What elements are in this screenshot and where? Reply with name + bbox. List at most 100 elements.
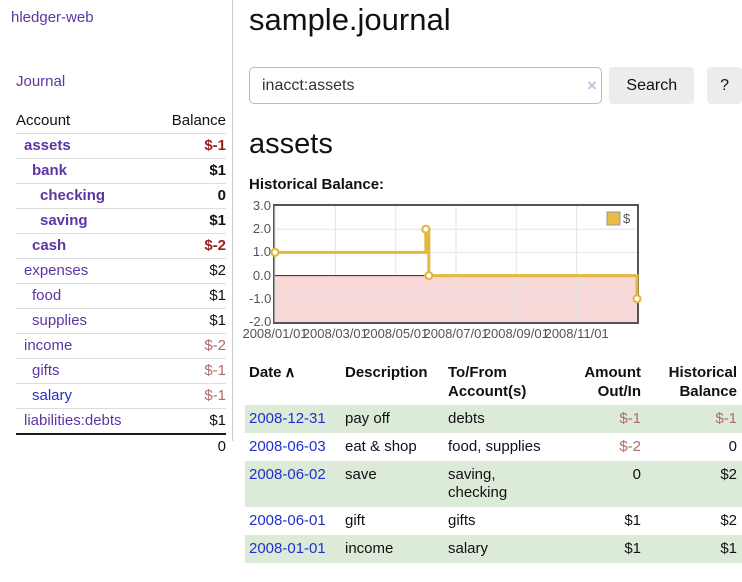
txn-accounts: food, supplies (448, 438, 541, 455)
account-link-bank[interactable]: bank (32, 162, 68, 179)
account-row: supplies $1 (16, 308, 226, 334)
txn-amount: 0 (632, 466, 641, 483)
accounts-total: 0 (217, 438, 226, 455)
account-link-income[interactable]: income (24, 337, 73, 354)
sidebar-divider (232, 0, 233, 441)
account-link-cash[interactable]: cash (32, 237, 67, 254)
y-tick-label: -1.0 (249, 290, 272, 306)
txn-amount: $-1 (619, 410, 641, 427)
svg-text:$: $ (623, 211, 631, 226)
register-row: 2008-06-02 save saving, checking 0 $2 (245, 461, 742, 507)
account-balance: $-1 (204, 362, 226, 379)
account-link-salary[interactable]: salary (32, 387, 73, 404)
search-button[interactable]: Search (609, 67, 695, 104)
account-row: salary $-1 (16, 383, 226, 409)
x-tick-label: 2008/11/01 (544, 326, 609, 341)
col-header-date[interactable]: Date ∧ (249, 364, 296, 381)
txn-date-link[interactable]: 2008-12-31 (249, 410, 326, 427)
y-tick-label: 1.0 (252, 244, 271, 260)
account-link-saving[interactable]: saving (40, 212, 88, 229)
sidebar: hledger-web Journal Account Balance asse… (0, 0, 232, 459)
account-balance: $-2 (204, 237, 226, 254)
x-tick-label: 2008/03/01 (302, 326, 368, 341)
x-tick-label: 2008/09/01 (483, 326, 549, 341)
txn-balance: $1 (720, 540, 737, 557)
brand-link[interactable]: hledger-web (11, 9, 94, 26)
col-header-description: Description (345, 364, 428, 381)
accounts-table: Account Balance assets $-1 bank $1 checkin… (16, 109, 226, 459)
sort-asc-icon: ∧ (284, 364, 296, 381)
txn-accounts: gifts (448, 512, 476, 529)
y-tick-label: -2.0 (249, 314, 272, 329)
register-row: 2008-12-31 pay off debts $-1 $-1 (245, 405, 742, 433)
y-tick-label: 3.0 (252, 198, 271, 213)
txn-date-link[interactable]: 2008-06-03 (249, 438, 326, 455)
account-row: liabilities:debts $1 (16, 408, 226, 435)
account-row: assets $-1 (16, 133, 226, 159)
account-row: gifts $-1 (16, 358, 226, 384)
account-row: checking 0 (16, 183, 226, 209)
account-row: expenses $2 (16, 258, 226, 284)
clear-search-icon[interactable]: × (587, 76, 597, 95)
help-button[interactable]: ? (707, 67, 742, 104)
account-row: bank $1 (16, 158, 226, 184)
account-balance: $-1 (204, 137, 226, 154)
account-link-checking[interactable]: checking (40, 187, 106, 204)
txn-amount: $1 (624, 540, 641, 557)
txn-amount: $-2 (619, 438, 641, 455)
balance-chart: 3.0 2.0 1.0 0.0 -1.0 -2.0 $ 2008/01/01 2008/03… (242, 198, 742, 344)
txn-description: eat & shop (345, 438, 417, 455)
account-balance: $1 (209, 287, 226, 304)
main-content: sample.journal × Search ? assets Histori… (242, 0, 742, 563)
txn-accounts: salary (448, 540, 489, 557)
account-row: income $-2 (16, 333, 226, 359)
page-title: sample.journal (249, 2, 451, 37)
txn-date-link[interactable]: 2008-01-01 (249, 540, 326, 557)
accounts-col-header: Account (16, 112, 71, 129)
account-heading: assets (249, 128, 333, 160)
register-row: 2008-06-01 gift gifts $1 $2 (245, 507, 742, 535)
chart-title: Historical Balance: (249, 176, 385, 193)
account-link-expenses[interactable]: expenses (24, 262, 89, 279)
txn-date-link[interactable]: 2008-06-01 (249, 512, 326, 529)
account-link-gifts[interactable]: gifts (32, 362, 60, 379)
txn-description: income (345, 540, 394, 557)
search-input[interactable] (249, 67, 603, 104)
account-link-liabilities-debts[interactable]: liabilities:debts (24, 412, 122, 429)
account-balance: $-2 (204, 337, 226, 354)
txn-balance: $-1 (715, 410, 737, 427)
account-row: cash $-2 (16, 233, 226, 259)
search-form: × Search ? (249, 67, 742, 104)
account-balance: $1 (209, 312, 226, 329)
y-tick-label: 2.0 (252, 221, 271, 237)
col-header-amount: Amount Out/In (584, 364, 641, 400)
txn-amount: $1 (624, 512, 641, 529)
txn-description: gift (345, 512, 366, 529)
txn-description: pay off (345, 410, 390, 427)
txn-balance: 0 (728, 438, 737, 455)
account-link-food[interactable]: food (32, 287, 62, 304)
sidebar-item-journal[interactable]: Journal (16, 73, 66, 90)
register-row: 2008-06-03 eat & shop food, supplies $-2… (245, 433, 742, 461)
txn-accounts: debts (448, 410, 485, 427)
account-balance: $2 (209, 262, 226, 279)
account-balance: $1 (209, 212, 226, 229)
chart-plot[interactable]: $ (270, 204, 642, 324)
txn-description: save (345, 466, 377, 483)
account-link-assets[interactable]: assets (24, 137, 71, 154)
y-tick-label: 0.0 (252, 267, 271, 283)
col-header-balance: Historical Balance (668, 364, 737, 400)
account-row: saving $1 (16, 208, 226, 234)
account-balance: 0 (217, 187, 226, 204)
txn-date-link[interactable]: 2008-06-02 (249, 466, 326, 483)
account-row: food $1 (16, 283, 226, 309)
register-table: Date ∧ Description To/From Account(s) Amo… (245, 361, 742, 563)
x-tick-label: 2008/05/01 (363, 326, 429, 341)
txn-balance: $2 (720, 512, 737, 529)
accounts-total-row: 0 (16, 434, 226, 459)
txn-balance: $2 (720, 466, 737, 483)
register-row: 2008-01-01 income salary $1 $1 (245, 535, 742, 563)
balance-col-header: Balance (171, 112, 226, 129)
account-link-supplies[interactable]: supplies (32, 312, 88, 329)
txn-accounts: saving, checking (448, 466, 508, 501)
